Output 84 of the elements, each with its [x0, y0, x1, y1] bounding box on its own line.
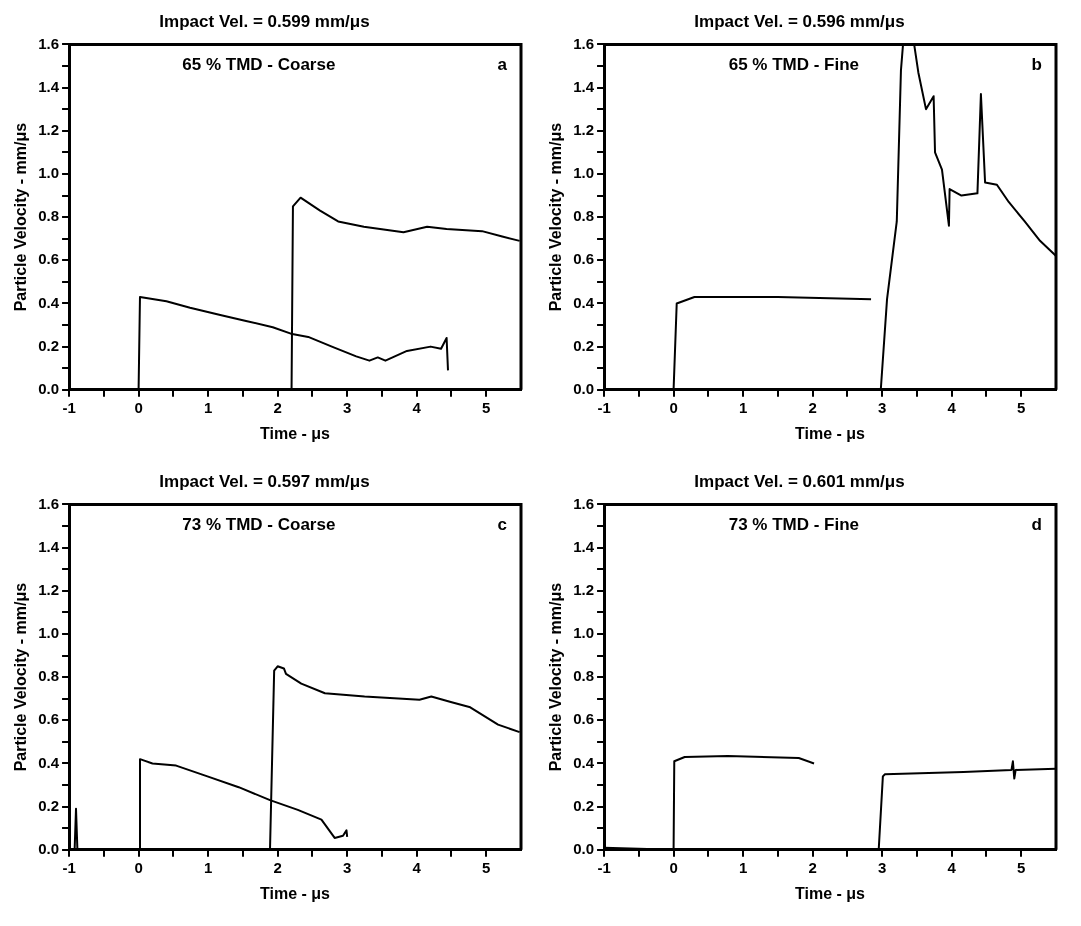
- y-tick-label: 0.0: [573, 379, 595, 397]
- x-axis-title: Time - μs: [795, 424, 866, 442]
- x-tick-label: 3: [343, 858, 352, 876]
- x-tick-label: 0: [669, 398, 678, 416]
- y-tick-label: 0.2: [573, 796, 595, 814]
- annotation: 73 % TMD - Coarse: [182, 514, 336, 534]
- y-tick-label: 1.0: [38, 624, 60, 642]
- annotation: 65 % TMD - Coarse: [182, 54, 336, 74]
- y-tick-label: 0.8: [573, 207, 595, 225]
- y-tick-label: 0.8: [38, 207, 60, 225]
- x-tick-label: 5: [482, 398, 491, 416]
- y-tick-label: 1.6: [573, 494, 595, 512]
- y-axis-title: Particle Velocity - mm/μs: [12, 122, 30, 312]
- y-tick-label: 1.2: [38, 580, 60, 598]
- x-tick-label: 4: [947, 398, 957, 416]
- y-tick-label: 1.0: [38, 164, 60, 182]
- annotation: a: [497, 54, 508, 74]
- chart-title: Impact Vel. = 0.596 mm/μs: [694, 11, 905, 31]
- y-tick-label: 0.2: [38, 796, 60, 814]
- y-tick-label: 1.2: [573, 120, 595, 138]
- y-tick-label: 0.4: [38, 753, 60, 771]
- x-tick-label: 2: [808, 398, 817, 416]
- x-tick-label: 0: [134, 398, 143, 416]
- annotation: d: [1031, 514, 1042, 534]
- y-tick-label: 0.6: [38, 250, 60, 268]
- y-tick-label: 1.0: [573, 624, 595, 642]
- x-tick-label: -1: [62, 398, 76, 416]
- x-tick-label: 3: [878, 398, 887, 416]
- x-axis-title: Time - μs: [260, 424, 331, 442]
- y-tick-label: 0.4: [573, 293, 595, 311]
- y-tick-label: 0.2: [573, 336, 595, 354]
- y-tick-label: 0.8: [38, 667, 60, 685]
- y-tick-label: 0.0: [573, 839, 595, 857]
- y-tick-label: 1.6: [38, 34, 60, 52]
- x-tick-label: 2: [273, 858, 282, 876]
- y-tick-label: 0.8: [573, 667, 595, 685]
- y-tick-label: 1.4: [573, 77, 595, 95]
- y-tick-label: 0.6: [573, 250, 595, 268]
- annotation: 65 % TMD - Fine: [728, 54, 860, 74]
- x-tick-label: 0: [134, 858, 143, 876]
- x-tick-label: 2: [808, 858, 817, 876]
- y-tick-label: 0.0: [38, 839, 60, 857]
- y-tick-label: 0.6: [38, 710, 60, 728]
- y-axis-title: Particle Velocity - mm/μs: [547, 582, 565, 772]
- y-tick-label: 1.2: [38, 120, 60, 138]
- x-tick-label: 3: [878, 858, 887, 876]
- x-tick-label: 3: [343, 398, 352, 416]
- y-axis-title: Particle Velocity - mm/μs: [12, 582, 30, 772]
- x-tick-label: 1: [738, 398, 748, 416]
- y-tick-label: 0.4: [573, 753, 595, 771]
- x-tick-label: 4: [947, 858, 957, 876]
- x-tick-label: -1: [62, 858, 76, 876]
- y-tick-label: 1.4: [573, 537, 595, 555]
- x-tick-label: 0: [669, 858, 678, 876]
- y-tick-label: 0.0: [38, 379, 60, 397]
- y-tick-label: 1.2: [573, 580, 595, 598]
- x-tick-label: -1: [597, 398, 611, 416]
- x-tick-label: 1: [203, 398, 213, 416]
- annotation: c: [497, 514, 507, 534]
- x-tick-label: 5: [482, 858, 491, 876]
- y-tick-label: 0.4: [38, 293, 60, 311]
- x-tick-label: 1: [738, 858, 748, 876]
- x-tick-label: 5: [1017, 398, 1026, 416]
- annotation: 73 % TMD - Fine: [728, 514, 860, 534]
- x-axis-title: Time - μs: [260, 884, 331, 902]
- y-tick-label: 0.6: [573, 710, 595, 728]
- y-tick-label: 1.6: [573, 34, 595, 52]
- x-tick-label: 1: [203, 858, 213, 876]
- chart-title: Impact Vel. = 0.597 mm/μs: [159, 471, 370, 491]
- y-tick-label: 1.0: [573, 164, 595, 182]
- x-tick-label: 4: [412, 858, 422, 876]
- y-tick-label: 0.2: [38, 336, 60, 354]
- y-axis-title: Particle Velocity - mm/μs: [547, 122, 565, 312]
- chart-title: Impact Vel. = 0.601 mm/μs: [694, 471, 905, 491]
- y-tick-label: 1.6: [38, 494, 60, 512]
- x-tick-label: 5: [1017, 858, 1026, 876]
- y-tick-label: 1.4: [38, 537, 60, 555]
- y-tick-label: 1.4: [38, 77, 60, 95]
- annotation: b: [1031, 54, 1042, 74]
- x-tick-label: -1: [597, 858, 611, 876]
- x-tick-label: 2: [273, 398, 282, 416]
- x-tick-label: 4: [412, 398, 422, 416]
- x-axis-title: Time - μs: [795, 884, 866, 902]
- chart-title: Impact Vel. = 0.599 mm/μs: [159, 11, 370, 31]
